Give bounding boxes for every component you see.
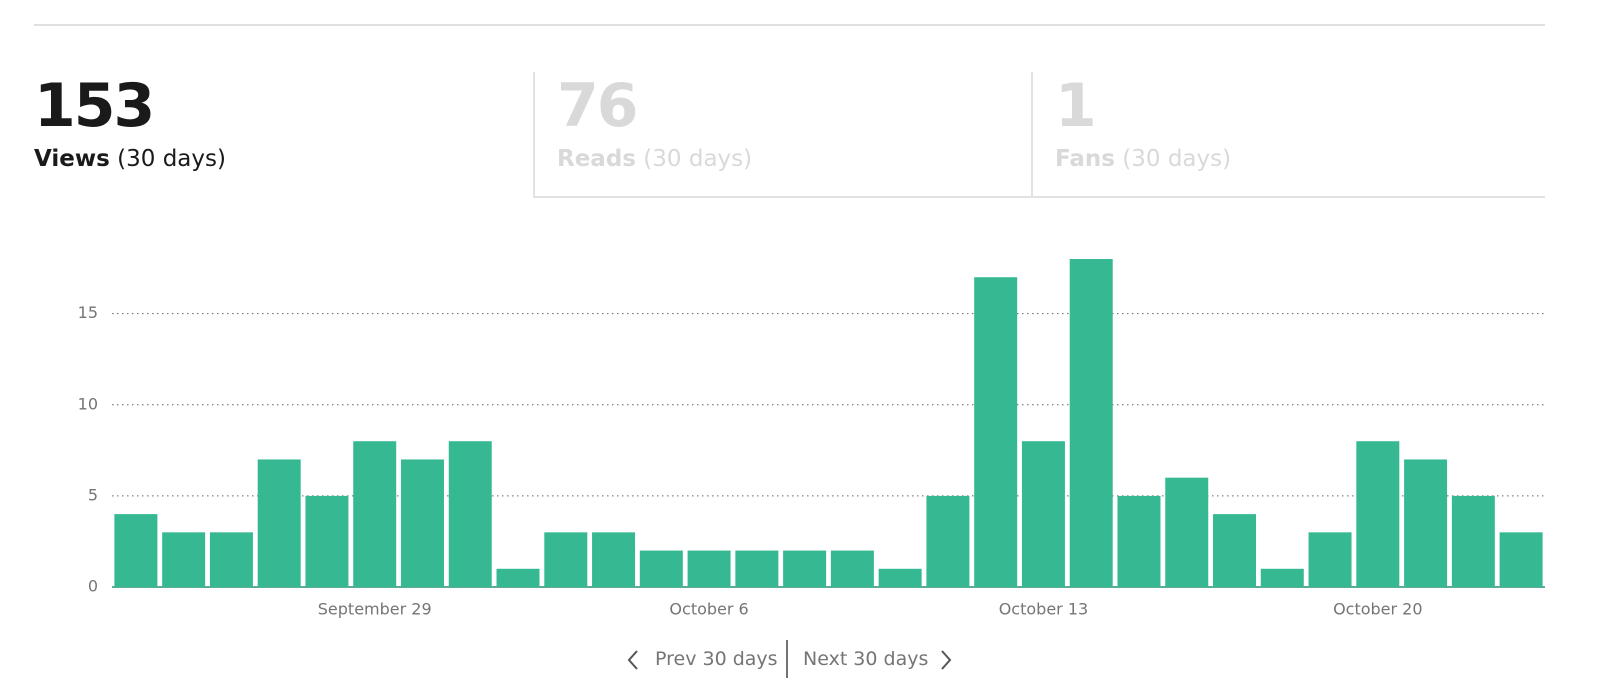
bar [162, 532, 206, 587]
stat-period: (30 days) [1122, 146, 1232, 172]
stat-name: Views [34, 146, 110, 172]
stat-label: Reads (30 days) [557, 146, 752, 172]
fans-tab[interactable]: 1 Fans (30 days) [1031, 72, 1545, 198]
bar [974, 277, 1018, 587]
bar [1260, 568, 1304, 587]
bar [1213, 514, 1257, 587]
bar [735, 550, 779, 587]
prev-button[interactable]: Prev 30 days [655, 648, 778, 670]
bar [1165, 477, 1209, 587]
bar [639, 550, 683, 587]
x-tick-label: October 20 [1333, 600, 1422, 619]
bar [209, 532, 253, 587]
bar [1404, 459, 1448, 587]
stat-name: Reads [557, 146, 636, 172]
stat-value: 76 [557, 71, 638, 141]
x-tick-label: October 13 [999, 600, 1088, 619]
bar [448, 441, 492, 587]
bar [687, 550, 731, 587]
x-tick-label: September 29 [318, 600, 432, 619]
stat-period: (30 days) [643, 146, 753, 172]
y-tick-label: 15 [78, 303, 98, 322]
stat-value: 153 [34, 71, 155, 141]
divider [34, 24, 1545, 26]
bar [496, 568, 540, 587]
bar [1356, 441, 1400, 587]
bar [400, 459, 444, 587]
bar [1069, 259, 1113, 587]
y-tick-label: 10 [78, 394, 98, 413]
stat-period: (30 days) [117, 146, 226, 172]
y-tick-label: 0 [88, 577, 98, 596]
stat-name: Fans [1055, 146, 1115, 172]
bar [926, 495, 970, 587]
prev-chevron[interactable] [627, 650, 638, 670]
bar [878, 568, 922, 587]
bar [1308, 532, 1352, 587]
stat-value: 1 [1055, 71, 1097, 141]
bar [1117, 495, 1161, 587]
bar [305, 495, 349, 587]
next-chevron[interactable] [941, 650, 952, 670]
y-tick-label: 5 [88, 485, 98, 504]
next-button[interactable]: Next 30 days [803, 648, 929, 670]
bar [353, 441, 397, 587]
bar [592, 532, 636, 587]
bar [1021, 441, 1065, 587]
views-tab[interactable]: 153 Views (30 days) [34, 72, 533, 198]
bar [544, 532, 588, 587]
reads-tab[interactable]: 76 Reads (30 days) [533, 72, 1032, 198]
bar [1451, 495, 1495, 587]
bar [830, 550, 874, 587]
stat-label: Fans (30 days) [1055, 146, 1231, 172]
bar [257, 459, 301, 587]
bar [783, 550, 827, 587]
bar [1499, 532, 1543, 587]
x-tick-label: October 6 [669, 600, 748, 619]
stat-label: Views (30 days) [34, 146, 226, 172]
bar [114, 514, 158, 587]
